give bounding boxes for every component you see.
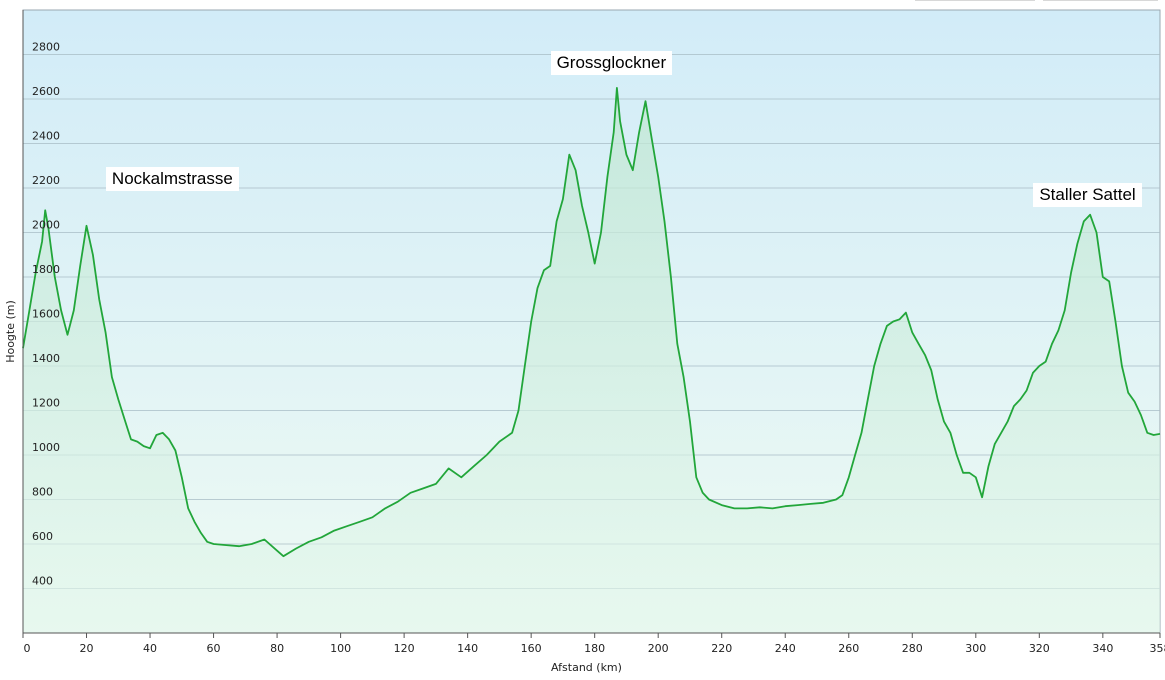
y-tick-label: 2400 [32,130,60,143]
x-tick-label: 358 [1150,642,1165,655]
y-tick-label: 2200 [32,174,60,187]
x-tick-label: 80 [270,642,284,655]
x-tick-label: 120 [394,642,415,655]
y-tick-label: 2000 [32,219,60,232]
x-tick-label: 40 [143,642,157,655]
y-tick-label: 1600 [32,308,60,321]
y-tick-label: 2800 [32,41,60,54]
x-tick-label: 20 [80,642,94,655]
x-tick-label: 60 [207,642,221,655]
x-tick-label: 240 [775,642,796,655]
y-tick-label: 800 [32,486,53,499]
y-tick-label: 2600 [32,85,60,98]
y-tick-label: 1400 [32,352,60,365]
x-tick-label: 340 [1092,642,1113,655]
x-axis-label: Afstand (km) [551,661,622,674]
annotation-nockalmstrasse: Nockalmstrasse [106,167,239,191]
x-tick-label: 260 [838,642,859,655]
y-axis-label: Hoogte (m) [4,300,17,363]
x-tick-label: 160 [521,642,542,655]
x-tick-label: 180 [584,642,605,655]
x-tick-label: 220 [711,642,732,655]
x-tick-label: 280 [902,642,923,655]
x-tick-label: 0 [24,642,31,655]
y-tick-label: 1200 [32,397,60,410]
y-tick-label: 400 [32,575,53,588]
y-tick-label: 600 [32,530,53,543]
y-tick-label: 1000 [32,441,60,454]
y-tick-label: 1800 [32,263,60,276]
x-tick-label: 200 [648,642,669,655]
annotation-staller-sattel: Staller Sattel [1033,183,1141,207]
x-tick-label: 320 [1029,642,1050,655]
x-tick-label: 140 [457,642,478,655]
x-tick-label: 300 [965,642,986,655]
x-tick-label: 100 [330,642,351,655]
annotation-grossglockner: Grossglockner [551,51,673,75]
